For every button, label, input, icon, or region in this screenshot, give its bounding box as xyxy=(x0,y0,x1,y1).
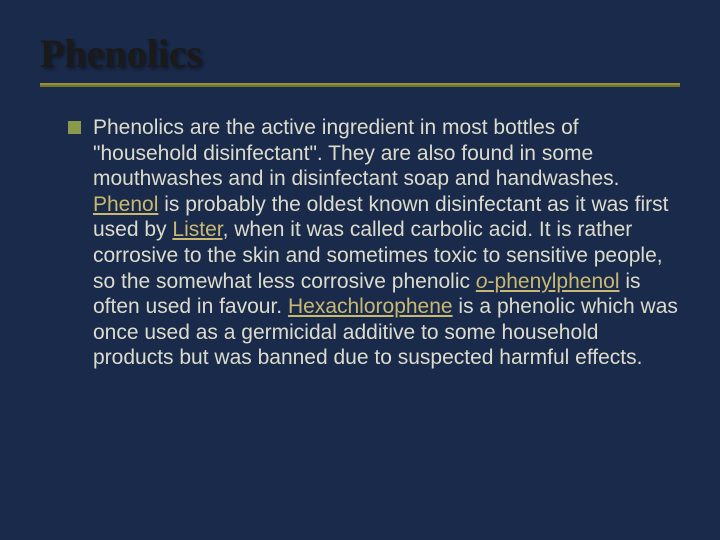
slide-title: Phenolics xyxy=(40,30,680,77)
inline-link[interactable]: o xyxy=(476,270,488,293)
slide: Phenolics Phenolics are the active ingre… xyxy=(0,0,720,540)
title-rule xyxy=(40,83,680,87)
inline-link[interactable]: Lister xyxy=(172,218,222,241)
bullet-square-icon xyxy=(68,121,81,134)
inline-link[interactable]: Hexachlorophene xyxy=(288,295,453,318)
inline-link[interactable]: -phenylphenol xyxy=(488,270,620,293)
inline-link[interactable]: Phenol xyxy=(93,193,158,216)
body-paragraph: Phenolics are the active ingredient in m… xyxy=(93,115,680,371)
body: Phenolics are the active ingredient in m… xyxy=(40,115,680,371)
